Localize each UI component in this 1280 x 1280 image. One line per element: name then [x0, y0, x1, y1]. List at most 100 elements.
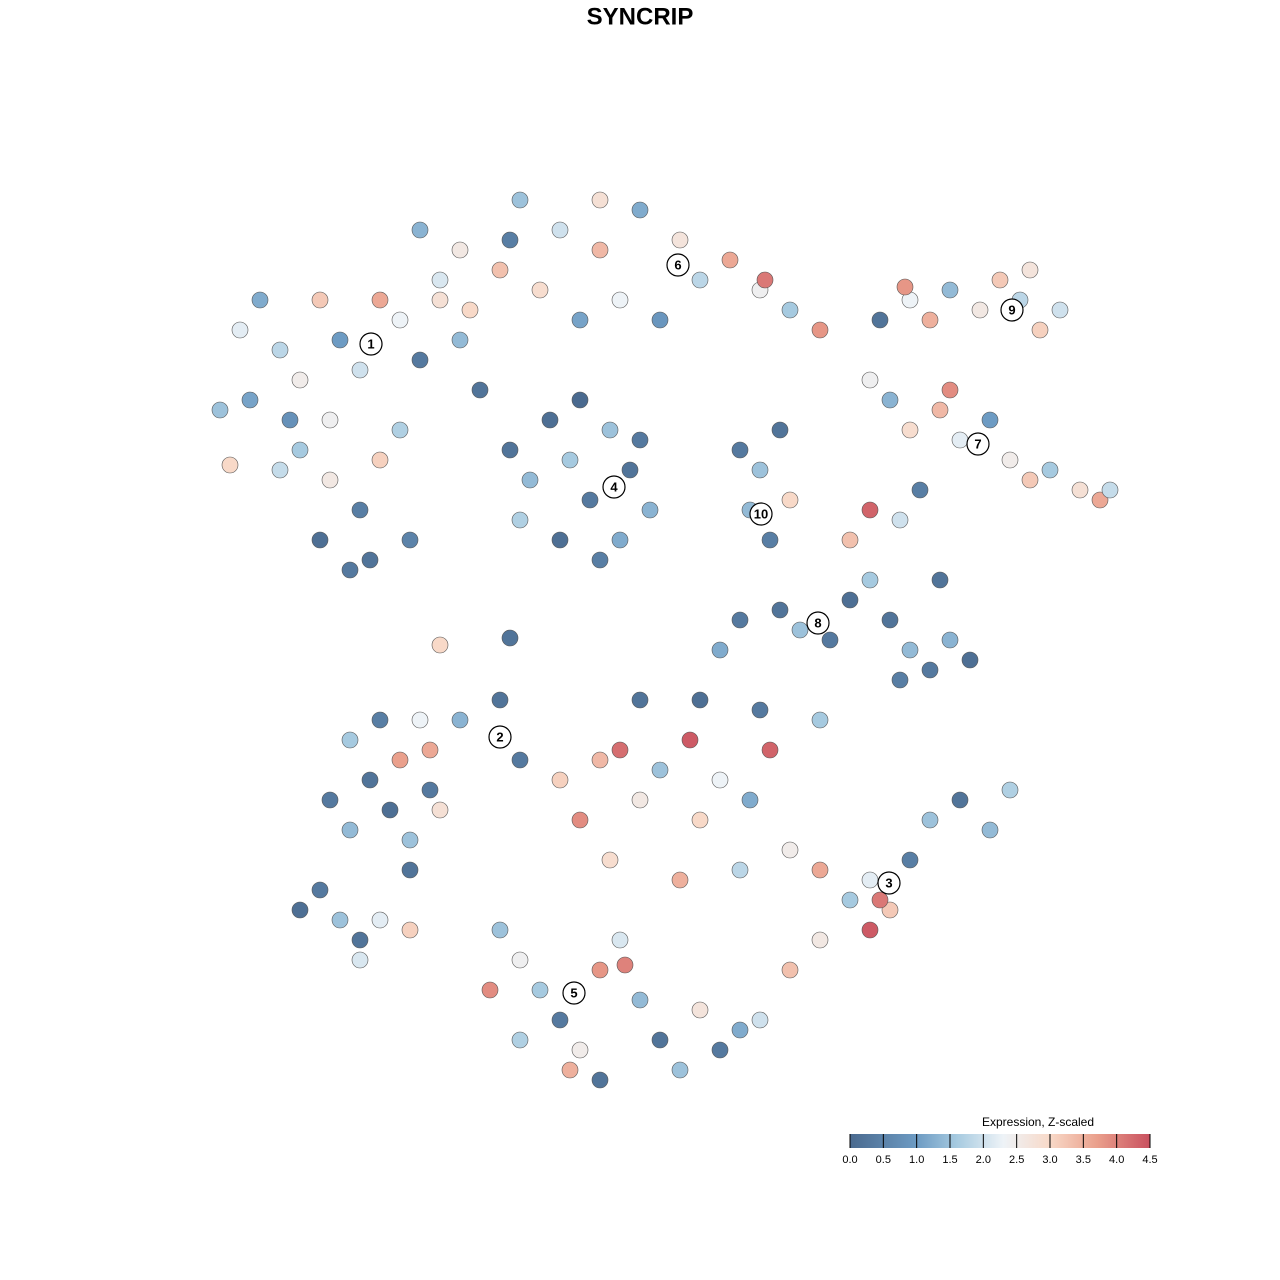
- point: [731, 611, 749, 629]
- point: [341, 561, 359, 579]
- colorbar-tick-label: 3.0: [1042, 1154, 1057, 1166]
- cluster-label-badge: [749, 502, 773, 526]
- point: [491, 261, 509, 279]
- point: [811, 931, 829, 949]
- point: [731, 1021, 749, 1039]
- colorbar-tick-label: 0.5: [876, 1154, 891, 1166]
- point: [1001, 451, 1019, 469]
- point: [881, 611, 899, 629]
- point: [681, 731, 699, 749]
- point: [651, 311, 669, 329]
- point: [951, 791, 969, 809]
- point: [721, 251, 739, 269]
- point: [591, 551, 609, 569]
- point: [651, 761, 669, 779]
- point: [631, 691, 649, 709]
- point: [1031, 321, 1049, 339]
- point: [861, 371, 879, 389]
- point: [321, 411, 339, 429]
- point: [616, 956, 634, 974]
- point: [351, 931, 369, 949]
- point: [861, 501, 879, 519]
- point: [291, 901, 309, 919]
- point: [881, 901, 899, 919]
- point: [491, 921, 509, 939]
- point: [841, 591, 859, 609]
- point: [991, 271, 1009, 289]
- point: [941, 631, 959, 649]
- point: [631, 991, 649, 1009]
- point: [811, 321, 829, 339]
- point: [621, 461, 639, 479]
- point: [571, 391, 589, 409]
- point: [781, 491, 799, 509]
- point: [711, 641, 729, 659]
- point: [981, 411, 999, 429]
- point: [1101, 481, 1119, 499]
- point: [511, 191, 529, 209]
- colorbar-tick-label: 3.5: [1076, 1154, 1091, 1166]
- point: [511, 1031, 529, 1049]
- point: [1021, 471, 1039, 489]
- point: [491, 691, 509, 709]
- point: [401, 861, 419, 879]
- point: [271, 461, 289, 479]
- point: [371, 711, 389, 729]
- point: [771, 601, 789, 619]
- point: [451, 241, 469, 259]
- point: [591, 1071, 609, 1089]
- point: [961, 651, 979, 669]
- point: [941, 281, 959, 299]
- point: [711, 1041, 729, 1059]
- point: [921, 661, 939, 679]
- point: [841, 891, 859, 909]
- colorbar-title: Expression, Z-scaled: [982, 1115, 1094, 1129]
- point: [1001, 781, 1019, 799]
- cluster-label: 9: [1008, 302, 1015, 317]
- point: [501, 441, 519, 459]
- point: [861, 921, 879, 939]
- cluster-label: 8: [814, 615, 821, 630]
- point: [921, 811, 939, 829]
- point: [331, 331, 349, 349]
- point: [931, 571, 949, 589]
- point: [931, 401, 949, 419]
- point: [951, 431, 969, 449]
- point: [591, 191, 609, 209]
- point: [521, 471, 539, 489]
- cluster-label-badge: [666, 253, 690, 277]
- point: [291, 371, 309, 389]
- point: [711, 771, 729, 789]
- point: [761, 531, 779, 549]
- point: [671, 871, 689, 889]
- point: [391, 751, 409, 769]
- point: [431, 801, 449, 819]
- point: [451, 331, 469, 349]
- point: [531, 281, 549, 299]
- point: [771, 421, 789, 439]
- point: [1051, 301, 1069, 319]
- point: [331, 911, 349, 929]
- point: [591, 961, 609, 979]
- point: [911, 481, 929, 499]
- point: [551, 1011, 569, 1029]
- point: [431, 291, 449, 309]
- point: [471, 381, 489, 399]
- point: [791, 621, 809, 639]
- point: [871, 891, 889, 909]
- point: [411, 221, 429, 239]
- point: [981, 821, 999, 839]
- colorbar-tick-label: 0.0: [842, 1154, 857, 1166]
- cluster-label: 1: [367, 336, 374, 351]
- point: [611, 741, 629, 759]
- point: [691, 811, 709, 829]
- point: [781, 841, 799, 859]
- point: [311, 881, 329, 899]
- point: [351, 501, 369, 519]
- point: [631, 201, 649, 219]
- point: [821, 631, 839, 649]
- cluster-label-badge: [562, 981, 586, 1005]
- point: [561, 1061, 579, 1079]
- point: [971, 301, 989, 319]
- point: [891, 511, 909, 529]
